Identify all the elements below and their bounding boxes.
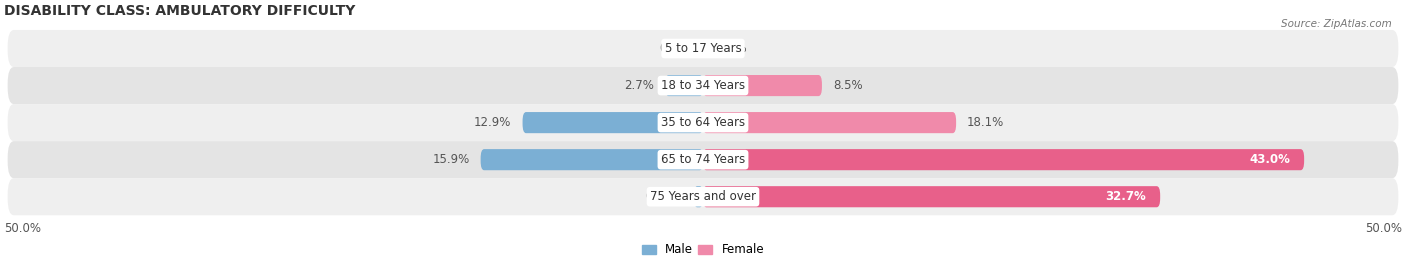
Text: DISABILITY CLASS: AMBULATORY DIFFICULTY: DISABILITY CLASS: AMBULATORY DIFFICULTY: [4, 4, 356, 18]
Text: 32.7%: 32.7%: [1105, 190, 1146, 203]
Text: 50.0%: 50.0%: [1365, 222, 1402, 235]
Text: 12.9%: 12.9%: [474, 116, 512, 129]
Text: 0.0%: 0.0%: [659, 42, 689, 55]
Text: 65 to 74 Years: 65 to 74 Years: [661, 153, 745, 166]
FancyBboxPatch shape: [703, 149, 1305, 170]
FancyBboxPatch shape: [703, 75, 823, 96]
FancyBboxPatch shape: [7, 67, 1399, 104]
Text: 18 to 34 Years: 18 to 34 Years: [661, 79, 745, 92]
Legend: Male, Female: Male, Female: [637, 239, 769, 261]
FancyBboxPatch shape: [481, 149, 703, 170]
Text: 0.0%: 0.0%: [717, 42, 747, 55]
Text: 50.0%: 50.0%: [4, 222, 41, 235]
Text: 43.0%: 43.0%: [1249, 153, 1291, 166]
Text: Source: ZipAtlas.com: Source: ZipAtlas.com: [1281, 19, 1392, 29]
FancyBboxPatch shape: [665, 75, 703, 96]
Text: 18.1%: 18.1%: [967, 116, 1004, 129]
Text: 75 Years and over: 75 Years and over: [650, 190, 756, 203]
Text: 5 to 17 Years: 5 to 17 Years: [665, 42, 741, 55]
Text: 8.5%: 8.5%: [832, 79, 863, 92]
FancyBboxPatch shape: [703, 112, 956, 133]
FancyBboxPatch shape: [703, 186, 1160, 207]
Text: 35 to 64 Years: 35 to 64 Years: [661, 116, 745, 129]
FancyBboxPatch shape: [7, 178, 1399, 215]
FancyBboxPatch shape: [7, 30, 1399, 67]
FancyBboxPatch shape: [523, 112, 703, 133]
Text: 2.7%: 2.7%: [624, 79, 654, 92]
FancyBboxPatch shape: [7, 104, 1399, 141]
FancyBboxPatch shape: [7, 141, 1399, 178]
Text: 15.9%: 15.9%: [432, 153, 470, 166]
Text: 0.65%: 0.65%: [645, 190, 683, 203]
FancyBboxPatch shape: [693, 186, 703, 207]
